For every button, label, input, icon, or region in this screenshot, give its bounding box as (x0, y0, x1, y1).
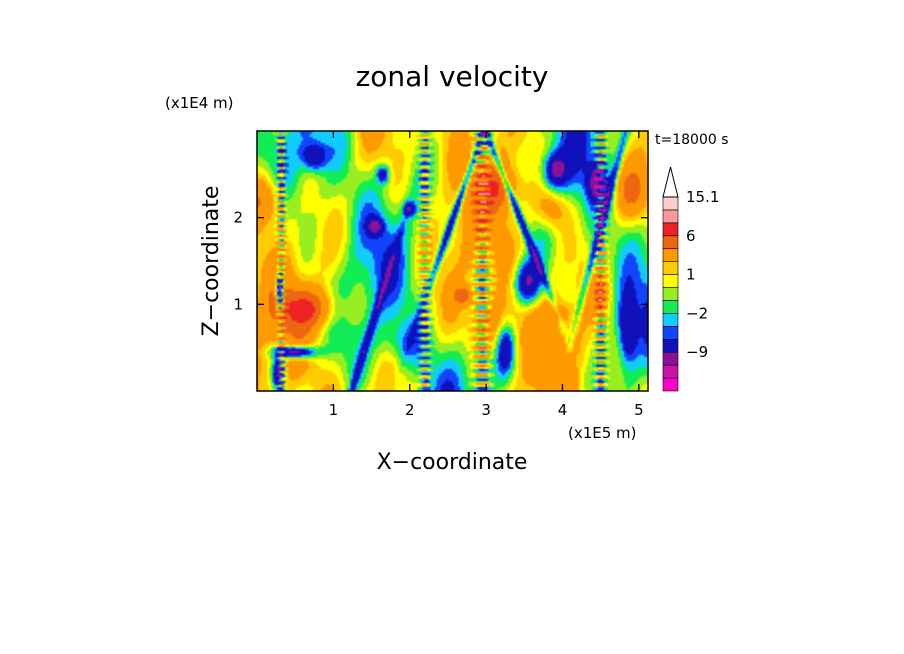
colorbar-tick-label-3: −2 (686, 304, 708, 322)
plot-frame (256, 130, 649, 392)
colorbar-segment-7 (662, 287, 679, 301)
colorbar-extend-arrow (662, 166, 679, 198)
x-tick-label-2: 3 (481, 401, 491, 419)
x-axis-ticks: 1 2 3 4 5 (329, 131, 644, 419)
y-axis-ticks: 12 (233, 209, 648, 313)
colorbar-segment-14 (662, 196, 679, 211)
colorbar-segment-3 (662, 338, 679, 353)
colorbar-segment-13 (662, 209, 679, 224)
y-axis-label: Z−coordinate (199, 186, 224, 337)
x-tick-label-0: 1 (329, 401, 339, 419)
chart-title: zonal velocity (356, 60, 549, 93)
colorbar-segment-12 (662, 222, 679, 237)
colorbar-segment-10 (662, 248, 679, 262)
colorbar-tick-label-2: 1 (686, 266, 696, 284)
time-label: t=18000 s (655, 132, 729, 148)
colorbar-segment-11 (662, 235, 679, 250)
plot-area (256, 130, 649, 392)
colorbar-tick-label-4: −9 (686, 343, 708, 361)
colorbar-tick-label-0: 15.1 (686, 188, 719, 206)
colorbar-segment-4 (662, 326, 679, 340)
x-tick-label-3: 4 (558, 401, 568, 419)
colorbar-segment-9 (662, 261, 679, 275)
colorbar-segment-6 (662, 300, 679, 314)
colorbar-segment-8 (662, 274, 679, 288)
colorbar-segment-0 (662, 377, 679, 392)
y-tick-label-0: 1 (233, 295, 243, 313)
colorbar-segment-1 (662, 364, 679, 379)
x-tick-label-1: 2 (405, 401, 415, 419)
y-axis-unit: (x1E4 m) (165, 94, 234, 112)
colorbar: 15.1 6 1 −2 −9 (662, 166, 719, 392)
colorbar-tick-label-1: 6 (686, 227, 696, 245)
colorbar-segment-5 (662, 313, 679, 327)
x-axis-unit: (x1E5 m) (568, 424, 637, 442)
x-axis-label: X−coordinate (377, 450, 528, 475)
colorbar-segment-2 (662, 351, 679, 366)
x-tick-label-4: 5 (634, 401, 644, 419)
y-tick-label-1: 2 (233, 209, 243, 227)
heatmap-field (257, 131, 648, 391)
